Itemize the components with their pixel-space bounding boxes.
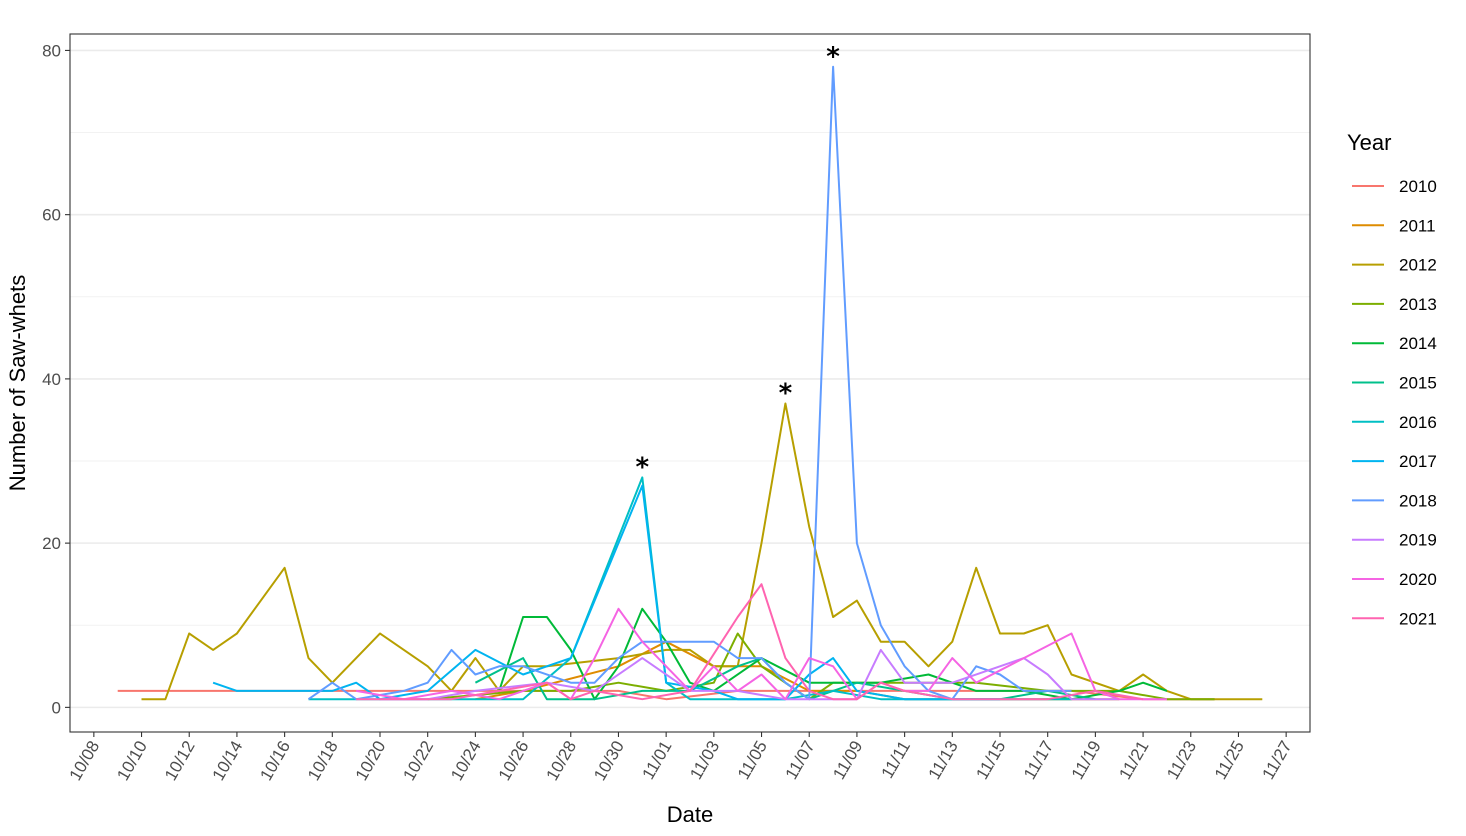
- y-tick-label: 40: [42, 370, 61, 389]
- x-tick-label: 11/19: [1068, 738, 1105, 783]
- x-tick-label: 11/01: [639, 738, 676, 783]
- legend-label-2015: 2015: [1399, 374, 1437, 393]
- y-tick-label: 0: [52, 698, 61, 717]
- x-tick-label: 10/22: [399, 738, 437, 784]
- significance-annotations: * * *: [636, 42, 841, 483]
- x-tick-label: 11/07: [782, 738, 819, 783]
- peak-asterisk: *: [826, 42, 840, 72]
- legend-items: 2010 2011 2012 2013 2014 2015 2016 2017 2018 2019…: [1352, 177, 1437, 628]
- series-line-2018: [307, 65, 1072, 701]
- plot-panel-border: [69, 33, 1311, 733]
- x-tick-label: 10/08: [66, 738, 104, 784]
- peak-asterisk: *: [779, 379, 793, 409]
- x-tick-label: 10/20: [352, 738, 390, 784]
- x-tick-label: 10/18: [304, 738, 342, 784]
- series-line-2012: [141, 402, 1263, 701]
- x-tick-label: 10/10: [113, 738, 151, 784]
- legend: Year 20102011201220132014201520162017201…: [1347, 130, 1437, 628]
- legend-label-2010: 2010: [1399, 177, 1437, 196]
- major-gridlines: [70, 49, 1310, 709]
- x-tick-label: 11/21: [1115, 738, 1152, 783]
- peak-asterisk: *: [636, 452, 650, 482]
- y-axis: 0 20 40 60 80: [42, 41, 70, 717]
- x-tick-label: 11/17: [1020, 738, 1057, 783]
- x-axis-title: Date: [667, 802, 713, 827]
- y-tick-label: 60: [42, 206, 61, 225]
- legend-title: Year: [1347, 130, 1391, 155]
- x-tick-label: 10/14: [209, 738, 247, 784]
- x-tick-label: 11/13: [925, 738, 962, 783]
- x-tick-label: 10/30: [590, 738, 628, 784]
- legend-label-2016: 2016: [1399, 413, 1437, 432]
- x-tick-label: 11/25: [1211, 738, 1248, 783]
- series-line-2014: [498, 607, 1168, 701]
- legend-label-2014: 2014: [1399, 334, 1437, 353]
- x-tick-label: 11/09: [829, 738, 866, 783]
- x-axis: 10/08 10/10 10/12 10/14 10/16 10/18 10/20 10/22…: [66, 732, 1296, 784]
- legend-label-2012: 2012: [1399, 256, 1437, 275]
- x-tick-label: 10/28: [543, 738, 581, 784]
- series-lines: [117, 65, 1263, 701]
- x-tick-label: 11/03: [686, 738, 723, 783]
- legend-label-2018: 2018: [1399, 491, 1437, 510]
- x-tick-label: 10/26: [495, 738, 533, 784]
- series-line-2020: [356, 607, 1167, 701]
- x-tick-label: 11/15: [972, 738, 1009, 783]
- x-tick-label: 10/12: [161, 738, 199, 784]
- legend-label-2020: 2020: [1399, 570, 1437, 589]
- y-axis-title: Number of Saw-whets: [5, 275, 30, 491]
- series-line-2021: [356, 583, 1144, 701]
- x-tick-label: 10/16: [256, 738, 294, 784]
- x-tick-label: 11/23: [1163, 738, 1200, 783]
- x-tick-label: 10/24: [447, 738, 485, 784]
- legend-label-2017: 2017: [1399, 452, 1437, 471]
- x-tick-label: 11/05: [734, 738, 771, 783]
- legend-label-2013: 2013: [1399, 295, 1437, 314]
- legend-label-2011: 2011: [1399, 216, 1436, 235]
- series-line-2016: [308, 476, 1072, 701]
- y-tick-label: 20: [42, 534, 61, 553]
- series-line-2017: [212, 484, 1000, 701]
- y-tick-label: 80: [42, 41, 61, 60]
- legend-label-2019: 2019: [1399, 531, 1437, 550]
- minor-gridlines: [70, 132, 1310, 626]
- x-tick-label: 11/27: [1259, 738, 1296, 783]
- x-tick-label: 11/11: [878, 738, 914, 782]
- legend-label-2021: 2021: [1399, 609, 1437, 628]
